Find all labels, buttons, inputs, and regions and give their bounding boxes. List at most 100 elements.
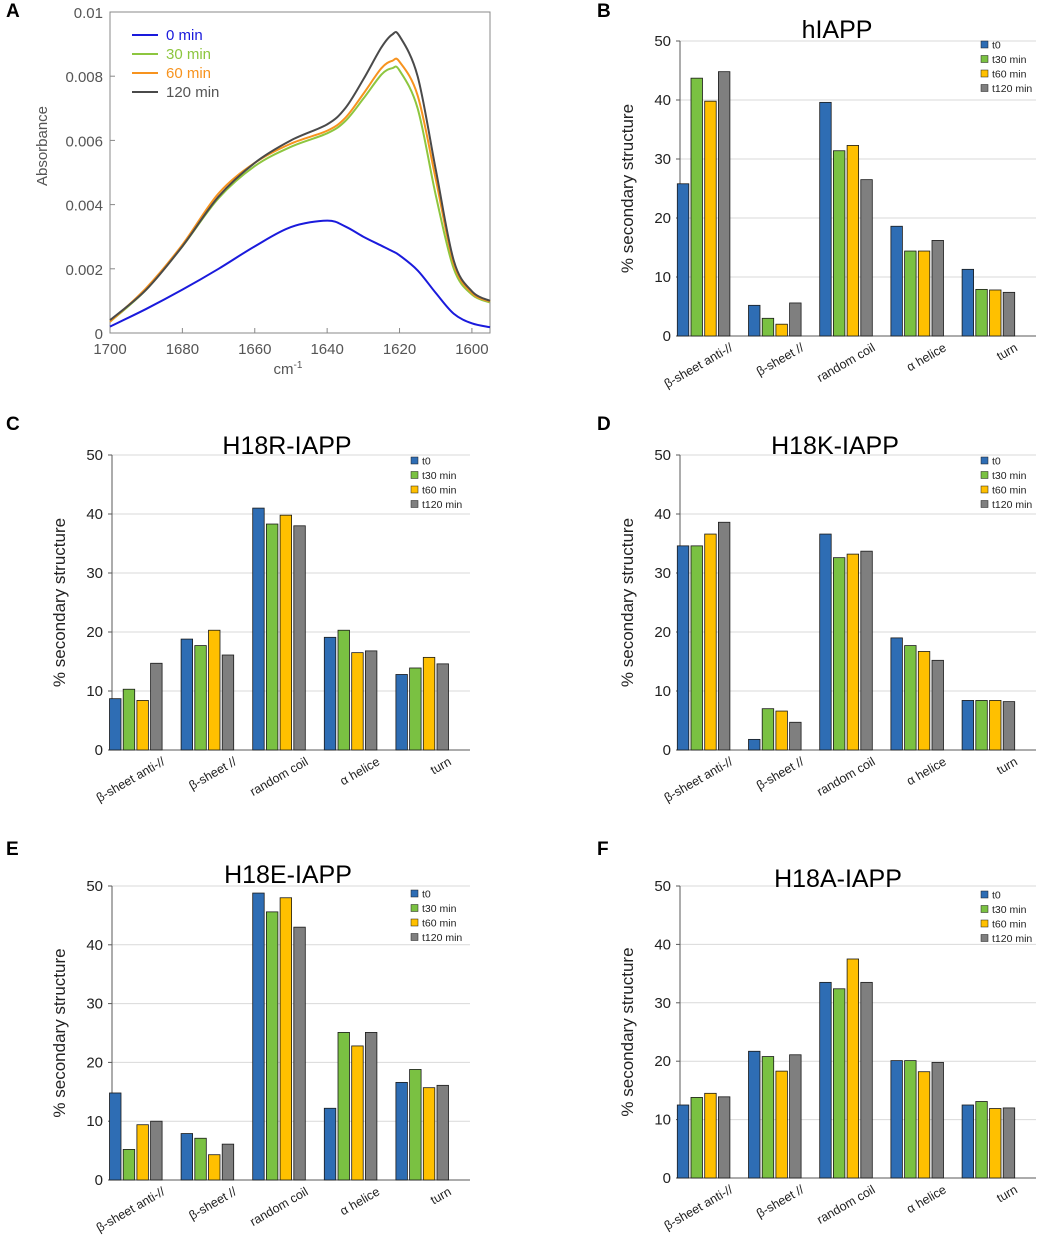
bar [833, 150, 846, 337]
bar [364, 650, 378, 751]
legend-label: t30 min [992, 54, 1027, 66]
y-tick-label: 10 [654, 269, 671, 286]
y-axis-label: % secondary structure [618, 947, 637, 1116]
bar [789, 302, 802, 337]
bar [323, 636, 337, 751]
bar [194, 1137, 207, 1181]
bar [775, 323, 788, 337]
y-tick-label: 30 [654, 995, 671, 1012]
category-label: α helice [904, 754, 949, 788]
panel-f: F 0 10 20 30 40 50 % secondary structure H18A-IA… [597, 839, 1036, 1233]
category-label: β-sheet // [187, 1184, 240, 1223]
y-tick-label: 40 [86, 937, 103, 954]
bar [904, 645, 917, 751]
category-label: β-sheet anti-// [94, 1184, 168, 1235]
bar [819, 533, 832, 751]
category-label: β-sheet anti-// [662, 1182, 736, 1233]
bar [975, 1101, 988, 1179]
bar [961, 1104, 974, 1179]
bar [136, 1124, 149, 1181]
bar [422, 1087, 436, 1181]
bar [989, 700, 1002, 751]
y-axis-label: Absorbance [34, 106, 51, 186]
y-tick-label: 50 [86, 447, 103, 464]
y-tick-label: 20 [86, 1054, 103, 1071]
legend-swatch [410, 918, 419, 927]
bar [917, 651, 931, 751]
legend-swatch [980, 890, 989, 899]
y-tick-label: 10 [654, 683, 671, 700]
bar [704, 100, 717, 337]
legend-label: t0 [422, 889, 431, 901]
x-tick-label: 1680 [166, 341, 199, 358]
bar [690, 545, 703, 751]
category-label: turn [428, 754, 454, 777]
y-tick-label: 0 [95, 1172, 103, 1189]
bar [1002, 1107, 1016, 1179]
bar [890, 637, 903, 751]
bar [293, 926, 306, 1181]
legend-label: t60 min [992, 919, 1027, 931]
y-tick-label: 0.002 [65, 262, 103, 279]
bar [789, 721, 802, 751]
panel-letter-e: E [6, 839, 19, 860]
legend-label: t60 min [992, 69, 1027, 81]
legend-label: t120 min [422, 499, 462, 511]
bar [904, 250, 917, 337]
chart-title: hIAPP [802, 16, 873, 44]
bar [279, 897, 293, 1181]
x-axis-unit-exponent: -1 [294, 360, 303, 371]
bar [136, 700, 149, 751]
bar [279, 514, 293, 751]
y-tick-label: 50 [654, 33, 671, 50]
bar [194, 645, 207, 751]
bar [180, 1133, 194, 1181]
legend-swatch [410, 933, 419, 941]
bar [833, 988, 846, 1179]
bar [337, 629, 350, 751]
panel-letter-f: F [597, 839, 609, 860]
category-label: turn [994, 340, 1020, 363]
bar [351, 1045, 364, 1181]
legend-swatch [980, 905, 989, 913]
legend-label: t0 [992, 890, 1001, 902]
bar [789, 1054, 802, 1179]
chart-title: H18K-IAPP [771, 432, 899, 460]
bar [704, 533, 717, 751]
y-axis-label: % secondary structure [618, 104, 637, 273]
legend-label: t0 [422, 456, 431, 468]
y-tick-label: 40 [654, 936, 671, 953]
y-tick-label: 50 [86, 878, 103, 895]
panel-letter-a: A [6, 1, 20, 22]
bar [323, 1107, 337, 1181]
legend-label: 30 min [166, 46, 211, 63]
bar [150, 1120, 163, 1181]
panel-a: A 1700 1680 1660 1640 1620 1600 0 0.002 0.004 0.00… [6, 1, 491, 378]
bar [704, 1092, 717, 1179]
legend-swatch [980, 456, 989, 465]
bar [122, 1149, 136, 1181]
panel-e: E 0 10 20 30 40 50 % secondary structure H18E-IA… [6, 839, 470, 1235]
y-tick-label: 30 [86, 565, 103, 582]
legend-label: t0 [992, 456, 1001, 468]
legend-label: 60 min [166, 65, 211, 82]
legend-swatch [980, 500, 989, 508]
series-line [109, 57, 491, 323]
bar [690, 1097, 703, 1179]
bar [395, 674, 408, 751]
category-label: β-sheet anti-// [94, 754, 168, 805]
bar [109, 1092, 122, 1181]
category-label: random coil [815, 754, 878, 798]
bar [819, 981, 832, 1179]
bar [890, 1060, 903, 1179]
bar [252, 507, 265, 751]
y-tick-label: 0.008 [65, 69, 103, 86]
y-tick-label: 0.006 [65, 133, 103, 150]
bar [761, 1056, 775, 1179]
category-label: α helice [904, 1182, 949, 1216]
bar [890, 225, 903, 337]
x-axis-label: cm-1 [274, 360, 303, 378]
category-label: turn [994, 1182, 1020, 1205]
y-axis-label: % secondary structure [50, 948, 69, 1117]
